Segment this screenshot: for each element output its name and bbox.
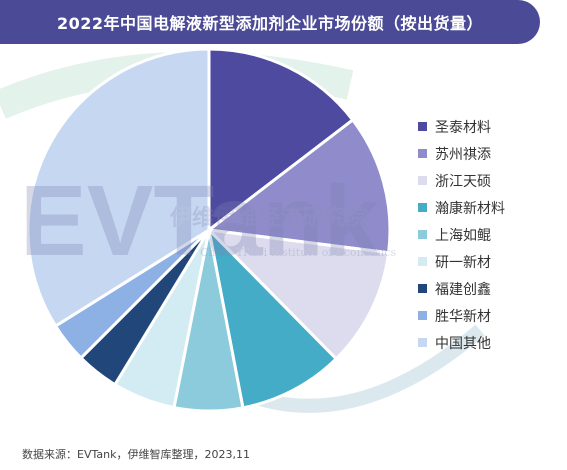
legend-swatch bbox=[418, 257, 427, 266]
pie-slice-2 bbox=[207, 118, 392, 255]
legend-swatch bbox=[418, 203, 427, 212]
legend-swatch bbox=[418, 122, 427, 131]
source-note: 数据来源：EVTank，伊维智库整理，2023,11 bbox=[22, 448, 250, 461]
legend-label: 圣泰材料 bbox=[435, 119, 491, 136]
legend-label: 福建创鑫 bbox=[435, 281, 491, 298]
legend-swatch bbox=[418, 176, 427, 185]
legend-item-3: 浙江天硕 bbox=[418, 167, 505, 194]
legend-item-4: 瀚康新材料 bbox=[418, 194, 505, 221]
legend-label: 研一新材 bbox=[435, 254, 491, 271]
legend-label: 中国其他 bbox=[435, 335, 491, 352]
legend-swatch bbox=[418, 338, 427, 347]
legend-label: 瀚康新材料 bbox=[435, 200, 505, 217]
legend-swatch bbox=[418, 230, 427, 239]
pie-slice-1 bbox=[207, 47, 355, 232]
pie-slice-4 bbox=[207, 228, 338, 410]
legend-item-5: 上海如鲲 bbox=[418, 221, 505, 248]
chart-title: 2022年中国电解液新型添加剂企业市场份额（按出货量） bbox=[56, 14, 484, 33]
watermark-en: China YiWei Institute of Economics bbox=[200, 246, 396, 259]
pie-slice-9 bbox=[26, 47, 211, 328]
legend-swatch bbox=[418, 311, 427, 320]
legend-label: 苏州祺添 bbox=[435, 146, 491, 163]
legend-item-6: 研一新材 bbox=[418, 248, 505, 275]
legend-label: 上海如鲲 bbox=[435, 227, 491, 244]
legend-item-7: 福建创鑫 bbox=[418, 275, 505, 302]
legend-swatch bbox=[418, 149, 427, 158]
legend-item-9: 中国其他 bbox=[418, 329, 505, 356]
legend-swatch bbox=[418, 284, 427, 293]
legend-label: 浙江天硕 bbox=[435, 173, 491, 190]
legend-item-1: 圣泰材料 bbox=[418, 113, 505, 140]
pie-slice-3 bbox=[207, 228, 391, 361]
legend: 圣泰材料苏州祺添浙江天硕瀚康新材料上海如鲲研一新材福建创鑫胜华新材中国其他 bbox=[418, 113, 505, 356]
watermark-cn: 伊维伊维经济研究院 bbox=[169, 205, 368, 231]
legend-label: 胜华新材 bbox=[435, 308, 491, 325]
title-bar: 2022年中国电解液新型添加剂企业市场份额（按出货量） bbox=[0, 0, 540, 44]
watermark-logo: EVTank bbox=[20, 165, 380, 277]
legend-item-2: 苏州祺添 bbox=[418, 140, 505, 167]
legend-item-8: 胜华新材 bbox=[418, 302, 505, 329]
watermark-text-group: EVTank 伊维伊维经济研究院 China YiWei Institute o… bbox=[20, 165, 396, 277]
